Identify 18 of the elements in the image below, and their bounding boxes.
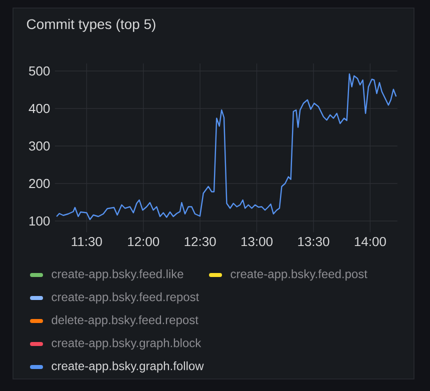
- y-tick-label: 400: [28, 104, 50, 114]
- chart-title: Commit types (top 5): [26, 18, 156, 32]
- y-tick-label: 100: [29, 216, 50, 226]
- legend-label: create-app.bsky.graph.block: [52, 338, 202, 350]
- y-tick-label: 500: [29, 66, 50, 76]
- legend-label: create-app.bsky.feed.post: [230, 269, 368, 281]
- legend-label: delete-app.bsky.feed.repost: [52, 315, 198, 327]
- x-tick-label: 13:00: [241, 236, 273, 246]
- x-tick-label: 12:00: [128, 236, 160, 246]
- x-tick-label: 11:30: [72, 236, 102, 246]
- legend-label: create-app.bsky.feed.repost: [52, 292, 200, 304]
- x-tick-label: 12:30: [184, 236, 216, 246]
- y-tick-label: 200: [29, 178, 50, 188]
- x-tick-label: 13:30: [298, 236, 330, 246]
- y-tick-label: 300: [28, 141, 50, 151]
- legend-label: create-app.bsky.graph.follow: [52, 361, 204, 373]
- legend-label: create-app.bsky.feed.like: [52, 269, 184, 281]
- x-tick-label: 14:00: [354, 236, 386, 246]
